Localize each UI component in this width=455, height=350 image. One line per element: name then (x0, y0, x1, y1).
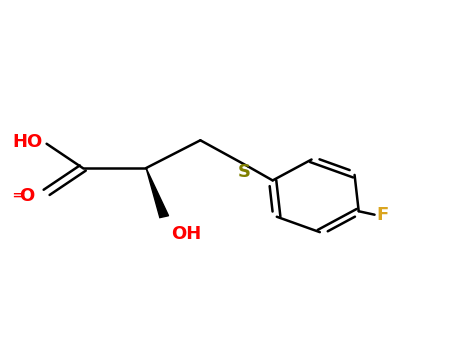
Text: O: O (20, 187, 35, 205)
Polygon shape (146, 168, 168, 218)
Text: ═: ═ (13, 187, 23, 205)
Text: OH: OH (171, 225, 201, 243)
Text: S: S (238, 162, 251, 181)
Text: HO: HO (13, 133, 43, 151)
Text: F: F (377, 206, 389, 224)
